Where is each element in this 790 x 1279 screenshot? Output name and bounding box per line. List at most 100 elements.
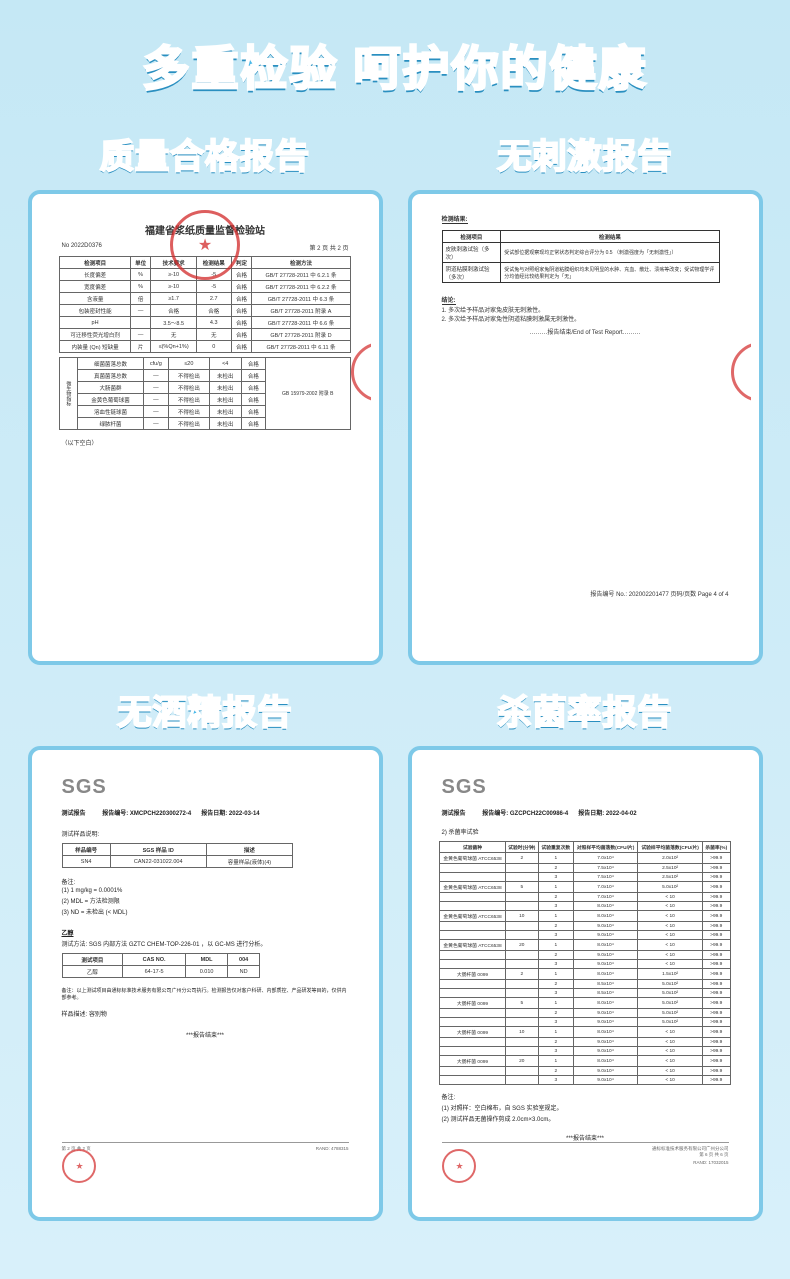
td: < 10 [638, 1056, 703, 1067]
td: 3 [538, 931, 573, 940]
td: 5.0x10² [638, 998, 703, 1009]
td: 8.0x10⁴ [573, 969, 638, 980]
td: GB/T 27728-2011 中 6.2.1 条 [252, 269, 350, 281]
td: 9.0x10⁴ [573, 1038, 638, 1047]
td: 合格 [241, 418, 265, 430]
td: 10 [505, 1027, 538, 1038]
td: < 10 [638, 1047, 703, 1056]
td: >99.9 [702, 853, 730, 864]
td: 大肠杆菌 0099 [440, 969, 505, 980]
td: 可迁移性荧光增白剂 [60, 329, 130, 341]
td [505, 960, 538, 969]
note-3: (3) ND = 未检出 (< MDL) [40, 906, 371, 917]
end: ***报告结束*** [40, 1029, 371, 1040]
td: ≤(%Qn+1%) [151, 341, 196, 353]
td: — [130, 305, 151, 317]
td: — [143, 394, 168, 406]
td [505, 1038, 538, 1047]
td: 不得检出 [169, 418, 210, 430]
td: >99.9 [702, 1038, 730, 1047]
serial-no: No 2022D0376 [62, 243, 102, 252]
td [440, 931, 505, 940]
td: < 10 [638, 911, 703, 922]
td: 8.5x10⁴ [573, 980, 638, 989]
doc-page-noalcohol: SGS 测试报告 报告编号: XMCPCH220300272-4 报告日期: 2… [40, 758, 371, 1209]
td [440, 960, 505, 969]
th: 单位 [130, 257, 151, 269]
td [440, 922, 505, 931]
td: GB/T 27728-2011 中 6.3 条 [252, 293, 350, 305]
small-stamp-icon [442, 1149, 476, 1183]
td: 合格 [231, 329, 252, 341]
end-marker: ………报告结束/End of Test Report……… [442, 327, 729, 336]
th: 检测结果 [501, 231, 719, 243]
td [440, 902, 505, 911]
td: 金黄色葡萄球菌 [78, 394, 143, 406]
td: >99.9 [702, 1027, 730, 1038]
td: 2 [538, 1009, 573, 1018]
irritation-table: 检测项目检测结果 皮肤刺激试验（多次）受试部位据观察现均正常状态判定综合评分为 … [442, 230, 720, 283]
td: >99.9 [702, 989, 730, 998]
td [440, 873, 505, 882]
doc-frame-noirritation: 检测结果: 检测项目检测结果 皮肤刺激试验（多次）受试部位据观察现均正常状态判定… [408, 190, 763, 665]
td: 倍 [130, 293, 151, 305]
td: 不得检出 [169, 370, 210, 382]
td: — [143, 406, 168, 418]
td: 8.0x10⁴ [573, 1056, 638, 1067]
doc-page-sterilize: SGS 测试报告 报告编号: GZCPCH22C00986-4 报告日期: 20… [420, 758, 751, 1209]
td: 7.0x10⁴ [573, 882, 638, 893]
td: 2.5x10² [638, 873, 703, 882]
td: 无 [151, 329, 196, 341]
td: 3 [538, 873, 573, 882]
td: 1 [538, 940, 573, 951]
td: 金黄色葡萄球菌 ATCC6538 [440, 940, 505, 951]
doc-frame-quality: 福建省浆纸质量监督检验站 No 2022D0376 第 2 页 共 2 页 检测… [28, 190, 383, 665]
td: GB/T 27728-2011 附录 D [252, 329, 350, 341]
td: 宽度偏差 [60, 281, 130, 293]
report-no: XMCPCH220300272-4 [130, 811, 191, 817]
th: 试验菌种 [440, 842, 505, 853]
td: 未检出 [209, 406, 241, 418]
td [505, 1047, 538, 1056]
td: 1.5x10² [638, 969, 703, 980]
conclusion-2: 2. 多次给予样品对家兔性阴道粘膜刺激属无刺激性。 [442, 314, 729, 323]
td: 5.0x10² [638, 989, 703, 998]
rand: RAND: 4788315 [316, 1146, 349, 1152]
date: 2022-03-14 [229, 811, 260, 817]
th: 检测项目 [60, 257, 130, 269]
th: 对照样平均菌落数(CFU/片) [573, 842, 638, 853]
td: 7.5x10⁴ [573, 873, 638, 882]
td [440, 893, 505, 902]
td: 合格 [231, 341, 252, 353]
td: 2 [538, 1067, 573, 1076]
th: 试验重复次数 [538, 842, 573, 853]
micro-table: 微生物指标细菌菌落总数cfu/g≤20<4合格GB 15979-2002 附录 … [59, 357, 350, 430]
td: < 10 [638, 1038, 703, 1047]
company: 通标标准技术服务有限公司广州分公司 [652, 1146, 729, 1151]
td: pH [60, 317, 130, 329]
td [505, 1009, 538, 1018]
th: CAS NO. [123, 954, 186, 966]
section: 2) 杀菌率试验 [420, 826, 751, 837]
td: ≥-10 [151, 281, 196, 293]
td [130, 317, 151, 329]
th: 杀菌率(%) [702, 842, 730, 853]
td: 9.0x10⁴ [573, 1009, 638, 1018]
td: < 10 [638, 902, 703, 911]
td: 9.0x10⁴ [573, 1018, 638, 1027]
td: -5 [196, 281, 231, 293]
product: 样品描述: 容别物 [40, 1008, 371, 1019]
td: 3 [538, 1047, 573, 1056]
th: 试验时(分钟) [505, 842, 538, 853]
report-grid: 质量合格报告 福建省浆纸质量监督检验站 No 2022D0376 第 2 页 共… [0, 119, 790, 1231]
td: 未检出 [209, 418, 241, 430]
td: GB/T 27728-2011 中 6.6 条 [252, 317, 350, 329]
small-stamp-icon [62, 1149, 96, 1183]
td: cfu/g [143, 358, 168, 370]
td: 溶血性链球菌 [78, 406, 143, 418]
td [505, 951, 538, 960]
td: 2 [538, 893, 573, 902]
td: 2 [505, 853, 538, 864]
stamp-arc-icon [351, 342, 371, 402]
td: >99.9 [702, 960, 730, 969]
